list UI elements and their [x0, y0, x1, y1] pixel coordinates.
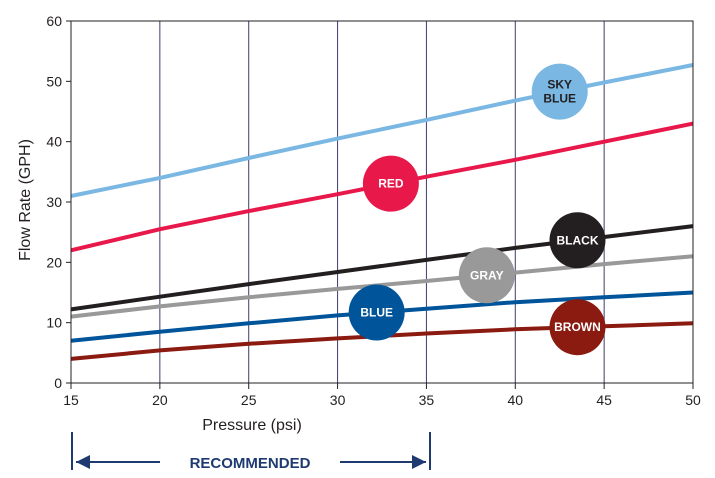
recommended-arrowhead-left	[76, 455, 90, 469]
series-badge-label: GRAY	[470, 268, 504, 282]
series-badge-circle	[348, 284, 405, 341]
series-badge-circle	[549, 299, 606, 356]
series-badge-label: BLACK	[556, 233, 598, 247]
y-axis-title: Flow Rate (GPH)	[17, 139, 34, 261]
series-badge-label-line: BLUE	[360, 306, 393, 320]
recommended-label: RECOMMENDED	[190, 455, 311, 472]
y-tick-label: 60	[46, 13, 62, 29]
series-badge-circle	[531, 63, 588, 120]
series-badge-label: BLUE	[360, 306, 393, 320]
series-badge-label-line: BLUE	[543, 92, 576, 106]
x-tick-label: 40	[507, 392, 523, 408]
y-tick-label: 40	[46, 134, 62, 150]
y-tick-label: 30	[46, 194, 62, 210]
series-badge-gray: GRAY	[458, 247, 515, 304]
y-tick-label: 0	[54, 375, 62, 391]
series-badge-circle	[549, 212, 606, 269]
x-tick-label: 30	[330, 392, 346, 408]
x-tick-label: 45	[596, 392, 612, 408]
series-badge-label-line: RED	[378, 177, 404, 191]
series-badge-label: SKY BLUE	[543, 78, 576, 106]
series-badge-black: BLACK	[549, 212, 606, 269]
series-badge-circle	[362, 155, 419, 212]
series-badge-label: RED	[378, 177, 404, 191]
series-badge-label-line: SKY	[547, 78, 572, 92]
series-badge-circle	[458, 247, 515, 304]
y-tick-label: 50	[46, 73, 62, 89]
x-tick-label: 15	[63, 392, 79, 408]
series-badge-label-line: GRAY	[470, 268, 504, 282]
series-badge-red: RED	[362, 155, 419, 212]
x-tick-label: 25	[241, 392, 257, 408]
y-tick-label: 20	[46, 254, 62, 270]
ticks-layer: 15 20 25 30 35 40 45 50 0 10 20 30 40 50 60	[46, 13, 701, 408]
series-badge-blue: BLUE	[348, 284, 405, 341]
recommended-range: RECOMMENDED	[71, 432, 431, 472]
x-axis-title: Pressure (psi)	[202, 417, 302, 434]
series-line-sky-blue	[70, 63, 694, 198]
x-tick-label: 20	[152, 392, 168, 408]
y-tick-label: 10	[46, 315, 62, 331]
x-tick-label: 50	[685, 392, 701, 408]
series-badge-label: BROWN	[554, 320, 601, 334]
series-badge-label-line: BLACK	[556, 233, 598, 247]
recommended-arrowhead-right	[412, 455, 426, 469]
x-tick-label: 35	[419, 392, 435, 408]
series-badge-label-line: BROWN	[554, 320, 601, 334]
series-badge-brown: BROWN	[549, 299, 606, 356]
series-badge-sky-blue: SKY BLUE	[531, 63, 588, 120]
